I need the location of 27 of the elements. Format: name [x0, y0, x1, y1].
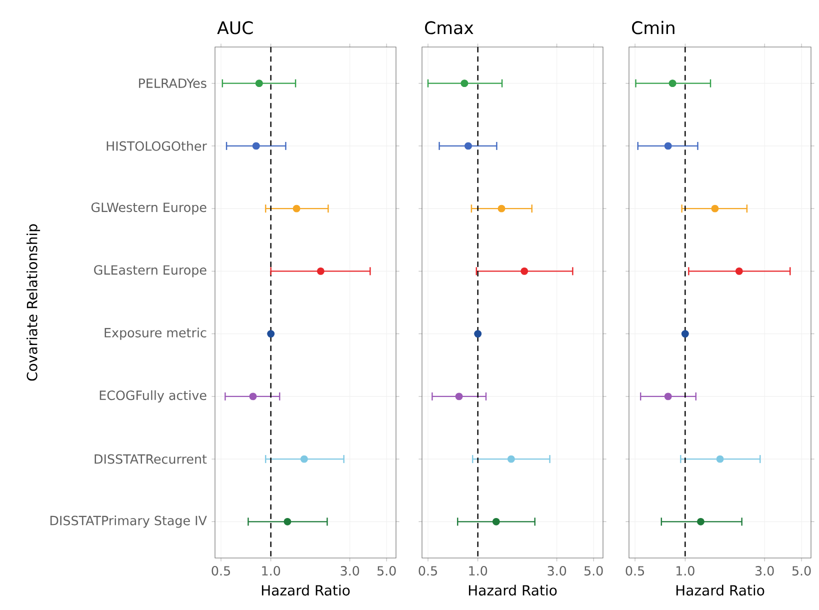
x-tick-label: 5.0 [792, 566, 811, 576]
x-tick-label: 1.0 [469, 566, 488, 576]
x-tick-label: 3.0 [340, 566, 360, 576]
x-tick-label: 0.5 [212, 566, 230, 576]
x-tick-label: 3.0 [755, 566, 774, 576]
x-tick-label: 0.5 [626, 566, 644, 576]
x-tick-label: 1.0 [262, 566, 280, 576]
chart-title: Cmax [425, 21, 474, 34]
y-tick-label: HISTOLOGOther [106, 141, 207, 151]
x-axis-title: Hazard Ratio [468, 584, 557, 596]
y-tick-label: Exposure metric [104, 328, 206, 340]
x-tick-label: 3.0 [548, 566, 566, 576]
chart-title: AUC [217, 21, 253, 34]
y-tick-label: PELRADYes [139, 78, 206, 88]
x-tick-label: 0.5 [418, 566, 437, 576]
y-tick-label: DISSTATRecurrent [94, 454, 207, 464]
y-tick-label: DISSTATPrimary Stage IV [50, 516, 207, 528]
x-tick-label: 1.0 [676, 566, 694, 576]
x-tick-label: 5.0 [584, 566, 603, 576]
chart-title: Cmin [632, 20, 674, 34]
y-tick-label: GLWestern Europe [91, 202, 206, 215]
x-tick-label: 5.0 [377, 566, 396, 576]
y-tick-label: GLEastern Europe [94, 265, 206, 278]
x-axis-title: Hazard Ratio [676, 584, 764, 596]
y-axis-title: Covariate Relationship [26, 224, 40, 381]
x-axis-title: Hazard Ratio [262, 584, 350, 596]
y-tick-label: ECOGFully active [100, 390, 206, 403]
